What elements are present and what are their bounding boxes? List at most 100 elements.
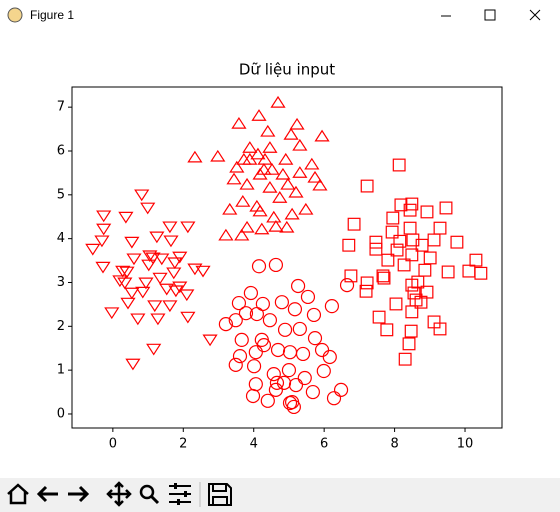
point [347, 217, 361, 231]
point [450, 235, 464, 249]
point [254, 222, 270, 235]
point [439, 201, 453, 215]
y-tick-label: 1 [57, 363, 65, 378]
point [228, 357, 243, 372]
point [277, 322, 293, 337]
point [276, 375, 292, 390]
point [262, 180, 278, 193]
point [264, 162, 280, 175]
point [326, 391, 342, 406]
point [242, 152, 258, 165]
point [95, 261, 111, 274]
point [180, 311, 196, 324]
point [297, 370, 312, 386]
point [314, 342, 330, 358]
point [256, 162, 272, 175]
point [288, 185, 304, 198]
point [270, 342, 286, 358]
point [226, 172, 242, 185]
point [289, 117, 305, 130]
app-icon [7, 7, 23, 23]
point [266, 210, 282, 223]
point [115, 265, 131, 278]
point [385, 225, 399, 239]
y-tick-label: 7 [57, 100, 65, 115]
back-button[interactable] [36, 485, 58, 503]
point [172, 281, 188, 294]
y-tick-label: 3 [57, 275, 65, 290]
point [268, 219, 284, 232]
point [256, 338, 272, 353]
y-tick-label: 5 [57, 187, 65, 202]
point [282, 395, 298, 411]
point [250, 147, 266, 160]
point [119, 266, 135, 279]
point [195, 265, 211, 278]
point [405, 305, 419, 319]
point [167, 257, 183, 270]
point [441, 265, 455, 279]
point [118, 211, 134, 224]
x-tick-label: 10 [457, 437, 474, 452]
point [238, 306, 254, 321]
point [126, 253, 142, 266]
point [210, 149, 226, 162]
point [342, 238, 356, 252]
point [339, 278, 355, 293]
x-tick-label: 8 [390, 437, 398, 452]
point [142, 250, 158, 263]
point [407, 286, 421, 300]
zoom-button[interactable] [139, 484, 155, 500]
point [304, 157, 320, 170]
point [404, 324, 418, 338]
point [283, 127, 299, 140]
point [290, 278, 306, 294]
slider-knob [174, 483, 177, 489]
point [231, 116, 247, 129]
point [251, 109, 267, 121]
point [96, 210, 112, 223]
maximize-button[interactable] [484, 9, 496, 21]
point [269, 375, 285, 390]
point [398, 352, 412, 366]
point [249, 306, 264, 322]
point [141, 259, 157, 272]
pan-button[interactable] [106, 481, 132, 507]
point [314, 129, 330, 142]
point [229, 160, 245, 173]
save-button[interactable] [208, 483, 232, 506]
point [377, 271, 391, 285]
point [239, 177, 255, 190]
forward-button[interactable] [68, 485, 90, 503]
point [135, 286, 151, 299]
point [266, 366, 281, 382]
point [112, 275, 128, 288]
point [138, 277, 154, 290]
point [124, 287, 140, 300]
point [389, 297, 403, 311]
point [274, 295, 289, 310]
point [427, 233, 441, 247]
point [322, 349, 337, 365]
point [159, 283, 175, 296]
point [360, 276, 374, 290]
y-tick-label: 0 [57, 406, 65, 421]
point [104, 307, 120, 320]
point [147, 300, 163, 313]
home-button[interactable] [7, 483, 29, 505]
point [120, 297, 136, 310]
point [146, 343, 162, 356]
point [85, 243, 101, 256]
window-title: Figure 1 [30, 8, 74, 22]
plot-frame [71, 86, 503, 429]
close-button[interactable] [529, 9, 541, 21]
y-tick-label: 2 [57, 319, 65, 334]
point [280, 177, 296, 190]
point [292, 166, 308, 178]
x-tick-label: 0 [109, 437, 117, 452]
point [268, 257, 284, 273]
point [275, 167, 291, 180]
chart-title: Dữ liệu input [239, 61, 335, 79]
point [235, 194, 251, 207]
